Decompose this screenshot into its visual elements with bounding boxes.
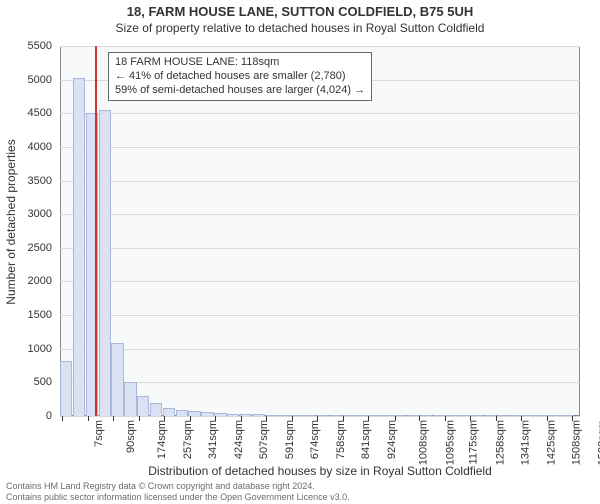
x-tick-label: 1508sqm — [571, 420, 583, 465]
x-tick-label: 7sqm — [93, 420, 105, 447]
x-tick-label: 1258sqm — [494, 420, 506, 465]
chart-container: 18, FARM HOUSE LANE, SUTTON COLDFIELD, B… — [0, 4, 600, 504]
y-axis-ticks: 0500100015002000250030003500400045005000… — [0, 46, 56, 416]
x-tick-label: 257sqm — [182, 420, 194, 459]
y-tick-label: 500 — [34, 376, 52, 388]
y-tick-label: 0 — [46, 410, 52, 422]
x-tick-label: 507sqm — [258, 420, 270, 459]
x-axis-label: Distribution of detached houses by size … — [60, 464, 580, 478]
x-tick-label: 341sqm — [207, 420, 219, 459]
annotation-line3: 59% of semi-detached houses are larger (… — [115, 84, 365, 98]
y-tick-label: 4500 — [28, 107, 52, 119]
x-tick-label: 1008sqm — [418, 420, 430, 465]
x-tick-label: 1341sqm — [519, 420, 531, 465]
footer-line1: Contains HM Land Registry data © Crown c… — [6, 481, 350, 491]
x-tick-label: 1592sqm — [596, 420, 600, 465]
x-tick-label: 758sqm — [335, 420, 347, 459]
y-tick-label: 2500 — [28, 242, 52, 254]
chart-title: 18, FARM HOUSE LANE, SUTTON COLDFIELD, B… — [0, 4, 600, 19]
x-tick-label: 674sqm — [309, 420, 321, 459]
y-tick-label: 5500 — [28, 40, 52, 52]
annotation-layer: 18 FARM HOUSE LANE: 118sqm ← 41% of deta… — [60, 46, 580, 416]
y-tick-label: 4000 — [28, 141, 52, 153]
x-tick-label: 424sqm — [233, 420, 245, 459]
x-tick-label: 174sqm — [156, 420, 168, 459]
x-tick-label: 1425sqm — [545, 420, 557, 465]
y-tick-label: 5000 — [28, 74, 52, 86]
chart-subtitle: Size of property relative to detached ho… — [0, 21, 600, 35]
y-tick-label: 2000 — [28, 275, 52, 287]
annotation-line2: ← 41% of detached houses are smaller (2,… — [115, 70, 365, 84]
annotation-line1: 18 FARM HOUSE LANE: 118sqm — [115, 56, 365, 70]
y-tick-label: 3000 — [28, 208, 52, 220]
x-tick-label: 1095sqm — [444, 420, 456, 465]
footer-attribution: Contains HM Land Registry data © Crown c… — [6, 481, 350, 502]
x-tick-label: 924sqm — [386, 420, 398, 459]
x-tick-label: 591sqm — [284, 420, 296, 459]
y-tick-label: 3500 — [28, 175, 52, 187]
x-tick-label: 90sqm — [125, 420, 137, 453]
footer-line2: Contains public sector information licen… — [6, 492, 350, 502]
y-tick-label: 1000 — [28, 343, 52, 355]
y-tick-label: 1500 — [28, 309, 52, 321]
plot-area: 18 FARM HOUSE LANE: 118sqm ← 41% of deta… — [60, 46, 580, 416]
annotation-box: 18 FARM HOUSE LANE: 118sqm ← 41% of deta… — [108, 52, 372, 101]
x-tick-label: 841sqm — [360, 420, 372, 459]
x-tick-label: 1175sqm — [468, 420, 480, 464]
